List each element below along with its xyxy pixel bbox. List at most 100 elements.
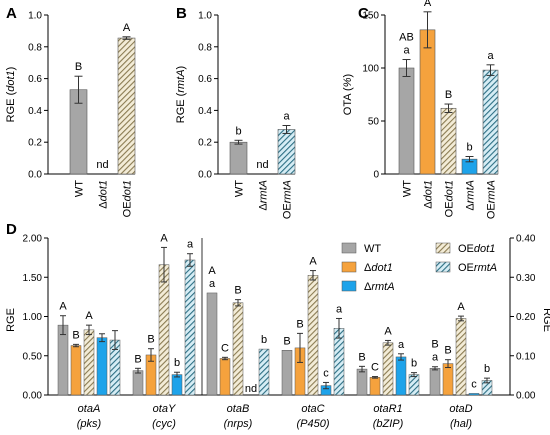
panel-d-sig-label: c: [471, 378, 477, 390]
panel-d-right-tick-label: 0.20: [516, 312, 536, 323]
panel-d-legend-label: WT: [364, 243, 381, 255]
panel-d-left-tick-label: 0.50: [23, 351, 43, 362]
panel-a-category-label: OEdot1: [122, 180, 134, 217]
panel-c-ytick-label: 0: [373, 170, 379, 181]
panel-c-bar: [440, 107, 457, 175]
panel-d-sig-label: A: [384, 325, 392, 337]
panel-d-gene-label: otaR1: [373, 403, 402, 415]
panel-d-gene-sublabel: (nrps): [224, 418, 253, 430]
panel-b-ytick-label: 0.6: [198, 74, 212, 85]
panel-d-right-tick-label: 0.30: [516, 273, 536, 284]
panel-d-left-title: RGE: [5, 308, 17, 332]
panel-d-legend-swatch: [341, 261, 357, 273]
panel-b-ytick-label: 1.0: [198, 11, 212, 22]
panel-d-sig-label: b: [411, 358, 417, 370]
panel-d-bar: [281, 350, 293, 396]
panel-c-category-label: Δdot1: [423, 180, 435, 209]
panel-d-legend-swatch: [341, 242, 357, 254]
panel-c-y-title: OTA (%): [342, 74, 354, 115]
panel-d-gene-label: otaB: [227, 403, 250, 415]
panel-d-legend-label: Δdot1: [364, 262, 393, 274]
panel-c-sig-label: B: [445, 89, 452, 101]
panel-d-bar: [356, 368, 368, 396]
panel-d-gene-label: otaC: [301, 403, 324, 415]
panel-d-bar: [369, 377, 381, 396]
panel-d-legend-swatch: [435, 261, 451, 273]
panel-a-ytick-label: 0.2: [28, 138, 42, 149]
panel-d-sig-label: A: [59, 301, 67, 313]
panel-a-ytick-label: 0.0: [28, 170, 42, 181]
panel-d-legend-label: OEdot1: [458, 243, 495, 255]
panel-d-bar: [468, 393, 480, 396]
panel-a-sig-label: B: [75, 61, 82, 73]
panel-b-bar: [229, 141, 248, 175]
panel-d-bar: [206, 292, 218, 396]
panel-c-sig-label: A: [424, 0, 432, 9]
panel-d-bar: [408, 374, 420, 396]
panel-d-left-tick-label: 2.00: [23, 234, 43, 245]
panel-d-sig-label: a: [187, 239, 194, 251]
panel-d-bar: [57, 324, 69, 396]
panel-d-bar: [429, 368, 441, 396]
panel-d-gene-sublabel: (hal): [450, 418, 472, 430]
panel-b-ytick-label: 0.4: [198, 106, 212, 117]
panel-c-ytick-label: 100: [362, 64, 379, 75]
panel-a-category-label: WT: [74, 180, 86, 197]
panel-b-category-label: ΔrmtA: [258, 180, 270, 211]
panel-d-sig-label: b: [484, 363, 490, 375]
panel-d-sig-label: a: [209, 278, 216, 290]
panel-d-sig-label: B: [444, 345, 451, 357]
panel-d-sig-label: B: [296, 318, 303, 330]
panel-d-bar: [132, 370, 144, 396]
panel-b-letter: B: [176, 5, 187, 22]
chart-layer: A 0.0 0.2 0.4 0.6 0.8 1.0 RGE (dot1) B WT nd Δdot1 A…: [5, 0, 550, 430]
panel-d-sig-label-upper: A: [208, 265, 216, 277]
panel-d-sig-label: c: [323, 367, 329, 379]
panel-a-ytick-label: 0.6: [28, 74, 42, 85]
panel-d-gene-sublabel: (cyc): [152, 418, 176, 430]
panel-c-bar: [419, 29, 436, 175]
panel-c-sig-label-upper: AB: [399, 32, 414, 44]
panel-b-sig-label: nd: [256, 159, 268, 171]
panel-a-ytick-label: 0.4: [28, 106, 42, 117]
panel-c-ytick-label: 150: [362, 11, 379, 22]
panel-c-bar: [482, 69, 499, 175]
panel-d-sig-label: B: [147, 334, 154, 346]
panel-c-sig-label: a: [403, 45, 410, 57]
panel-d-bar: [83, 329, 95, 396]
panel-a-letter: A: [6, 5, 17, 22]
panel-d-sig-label: B: [234, 285, 241, 297]
panel-d-bar: [232, 302, 244, 396]
panel-d-sig-label: b: [174, 357, 180, 369]
panel-d-bar: [158, 264, 170, 396]
panel-d-bar: [395, 356, 407, 396]
panel-b-bar: [277, 129, 296, 175]
panel-d-gene-label: otaA: [78, 403, 101, 415]
panel-d-right-title: RGE: [541, 308, 550, 332]
panel-a-y-title: RGE (dot1): [5, 67, 17, 123]
panel-d-bar: [307, 275, 319, 396]
panel-d-sig-label: B: [358, 351, 365, 363]
panel-a-ytick-label: 0.8: [28, 42, 42, 53]
panel-d-bar: [442, 363, 454, 396]
panel-d-sig-label: A: [457, 301, 465, 313]
panel-d-right-tick-label: 0.40: [516, 234, 536, 245]
panel-d-legend-swatch: [435, 242, 451, 254]
panel-d-legend-label: OErmtA: [458, 262, 497, 274]
panel-d-left-tick-label: 1.00: [23, 312, 43, 323]
panel-d-gene-sublabel: (pks): [77, 418, 102, 430]
panel-d-right-tick-label: 0.10: [516, 351, 536, 362]
panel-d-legend-swatch: [341, 280, 357, 292]
panel-b-category-label: OErmtA: [282, 180, 294, 219]
panel-d-left-tick-label: 0.00: [23, 391, 43, 402]
panel-a-sig-label: A: [123, 22, 131, 34]
panel-b-ytick-label: 0.2: [198, 138, 212, 149]
panel-d-sig-label: A: [85, 310, 93, 322]
panel-d-sig-label: nd: [245, 383, 257, 395]
panel-d-gene-label: otaY: [153, 403, 176, 415]
panel-d-right-tick-label: 0.00: [516, 391, 536, 402]
panel-d-sig-label: B: [72, 329, 79, 341]
panel-d-bar: [171, 374, 183, 396]
panel-d-sig-label: a: [398, 339, 405, 351]
panel-d-letter: D: [6, 221, 17, 238]
